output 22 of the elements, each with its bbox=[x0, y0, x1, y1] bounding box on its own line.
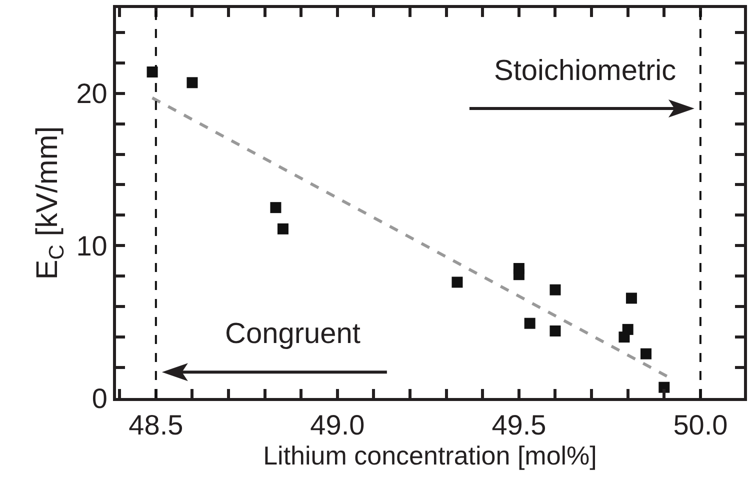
point bbox=[550, 325, 561, 336]
x-tick-label: 50.0 bbox=[673, 410, 728, 441]
point bbox=[658, 382, 670, 393]
point bbox=[513, 269, 524, 280]
point bbox=[186, 77, 198, 88]
point bbox=[524, 318, 536, 329]
point bbox=[452, 276, 463, 288]
x-tick-label: 49.0 bbox=[310, 410, 365, 441]
y-tick-label: 20 bbox=[76, 78, 108, 110]
point bbox=[277, 223, 288, 234]
point bbox=[640, 348, 652, 360]
point bbox=[626, 292, 637, 304]
y-tick-label: 10 bbox=[76, 230, 108, 262]
x-tick-label: 49.5 bbox=[492, 410, 546, 441]
x-tick-label: 48.5 bbox=[128, 410, 184, 441]
point bbox=[550, 284, 561, 296]
x-axis-title: Lithium concentration [mol%] bbox=[263, 440, 597, 471]
point bbox=[618, 332, 630, 343]
y-tick-label: 0 bbox=[92, 382, 108, 414]
point bbox=[270, 202, 282, 214]
annotation: Congruent bbox=[225, 318, 360, 350]
annotation: Stoichiometric bbox=[494, 55, 676, 87]
